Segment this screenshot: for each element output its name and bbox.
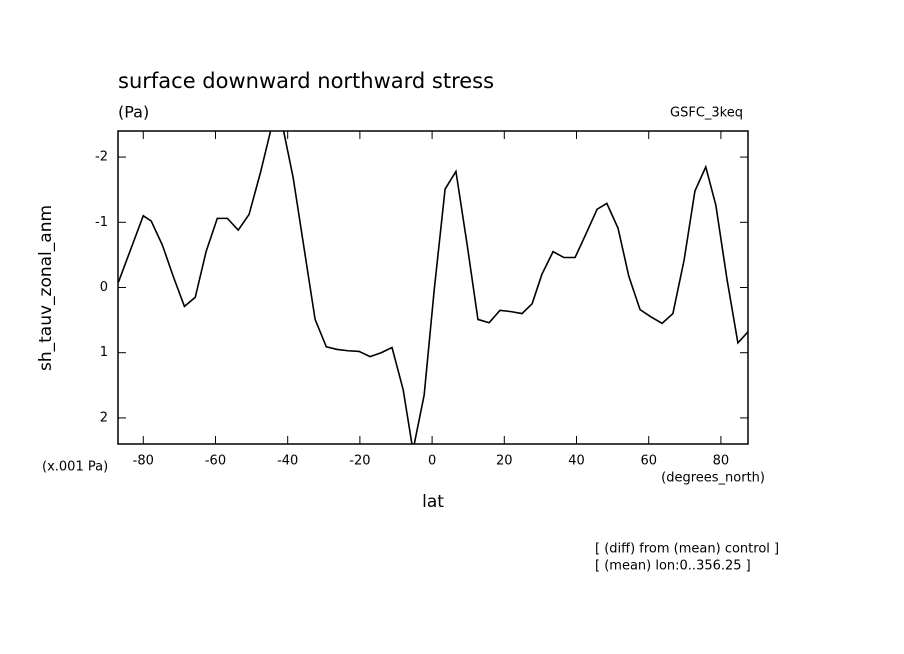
x-tick-label: 80 <box>713 454 730 469</box>
x-tick-label: -60 <box>205 454 226 469</box>
x-tick-label: 40 <box>568 454 585 469</box>
y-tick-label: 2 <box>100 410 108 425</box>
y-axis-label: sh_tauv_zonal_anm <box>36 205 56 371</box>
data-line <box>118 131 748 444</box>
x-tick-label: 20 <box>496 454 513 469</box>
x-tick-label: -20 <box>349 454 370 469</box>
x-unit: (degrees_north) <box>661 471 765 486</box>
y-tick-label: 1 <box>100 345 108 360</box>
model-label: GSFC_3keq <box>670 106 743 121</box>
y-tick-label: 0 <box>100 280 108 295</box>
note: [ (mean) lon:0..356.25 ] <box>595 559 751 574</box>
note: [ (diff) from (mean) control ] <box>595 542 779 557</box>
y-unit: (x.001 Pa) <box>42 460 108 475</box>
subtitle: (Pa) <box>118 103 149 122</box>
plot-frame <box>117 130 749 445</box>
y-tick-label: -2 <box>95 150 108 165</box>
x-tick-label: -80 <box>133 454 154 469</box>
y-tick-label: -1 <box>95 215 108 230</box>
x-tick-label: 60 <box>640 454 657 469</box>
x-tick-label: 0 <box>428 454 436 469</box>
x-axis-label: lat <box>422 492 444 512</box>
chart-title: surface downward northward stress <box>118 69 494 93</box>
x-tick-label: -40 <box>277 454 298 469</box>
